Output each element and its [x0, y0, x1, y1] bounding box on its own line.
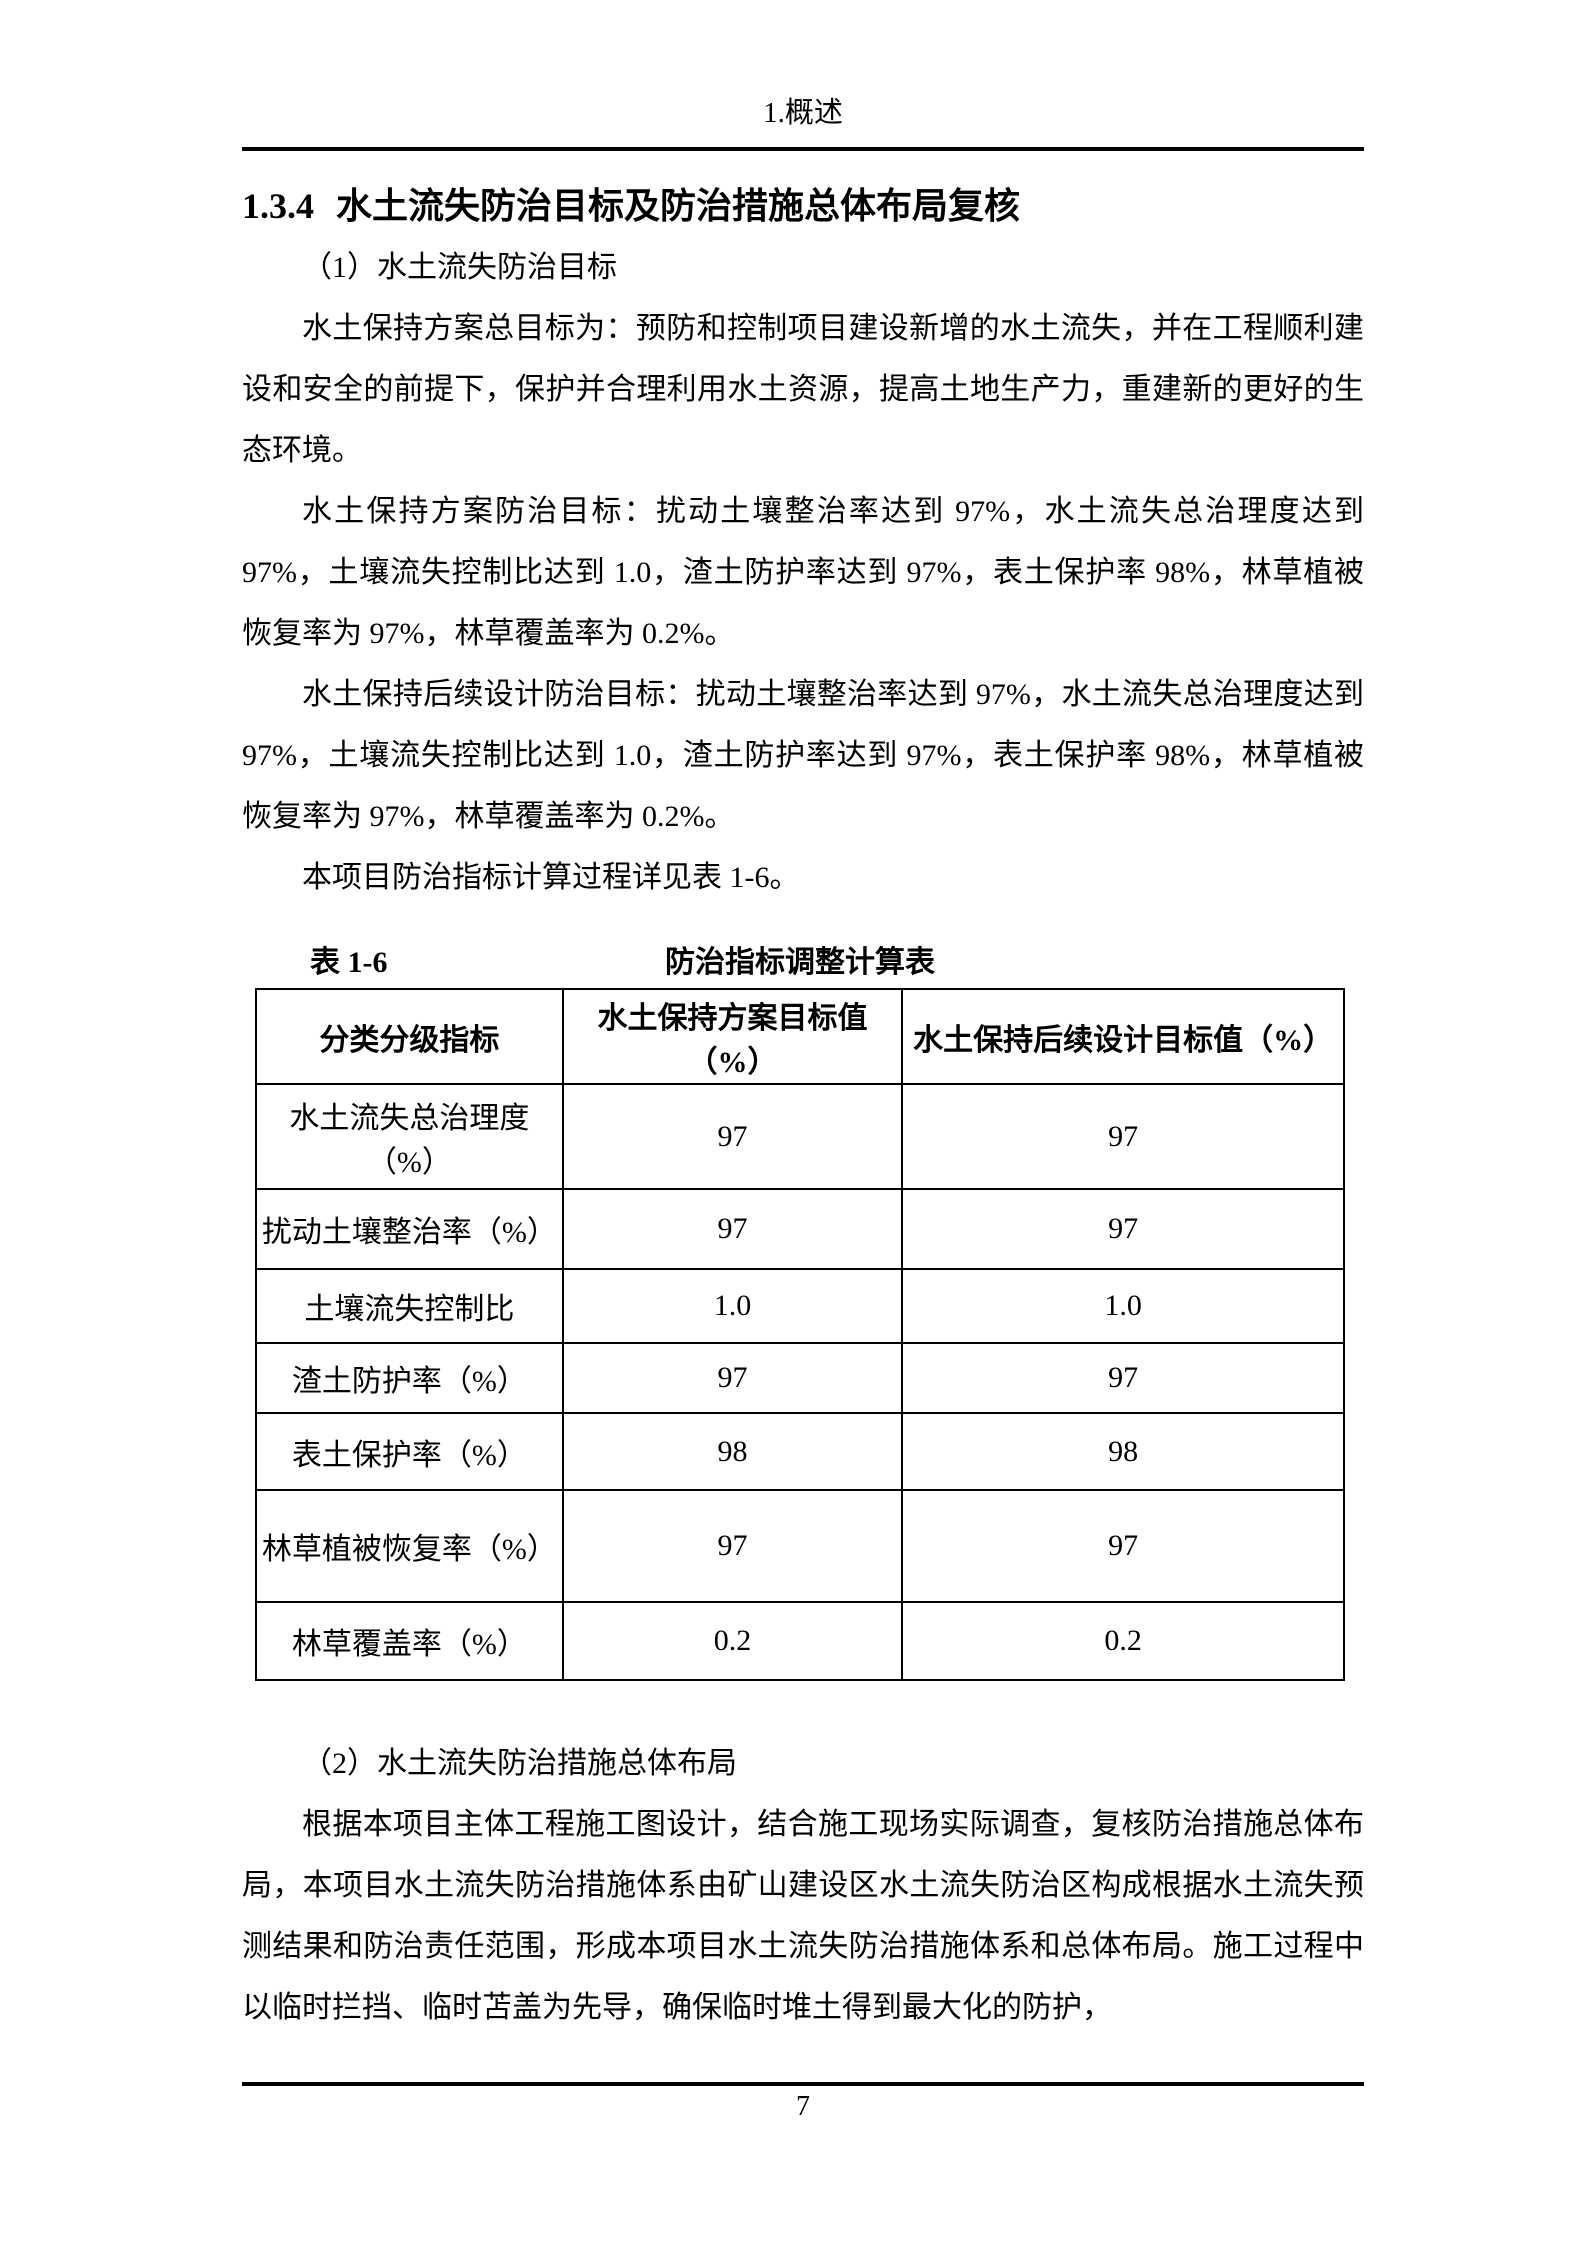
table-header-cell: 水土保持后续设计目标值（%） — [901, 988, 1345, 1085]
table-row: 表土保护率（%） 98 98 — [255, 1412, 1345, 1491]
table-caption: 表 1-6 防治指标调整计算表 — [255, 938, 1345, 988]
table-row: 水土流失总治理度（%） 97 97 — [255, 1083, 1345, 1190]
design-value: 0.2 — [901, 1601, 1345, 1681]
design-value: 97 — [901, 1188, 1345, 1270]
section-title: 水土流失防治目标及防治措施总体布局复核 — [336, 186, 1021, 226]
row-label: 扰动土壤整治率（%） — [255, 1188, 564, 1270]
section-number: 1.3.4 — [242, 186, 314, 226]
row-label: 水土流失总治理度（%） — [255, 1083, 564, 1190]
design-value: 1.0 — [901, 1268, 1345, 1344]
design-value: 97 — [901, 1083, 1345, 1190]
running-header: 1.概述 — [242, 0, 1364, 151]
plan-value: 97 — [561, 1489, 904, 1603]
table-row: 林草覆盖率（%） 0.2 0.2 — [255, 1601, 1345, 1681]
plan-value: 0.2 — [561, 1601, 904, 1681]
paragraph-layout: 根据本项目主体工程施工图设计，结合施工现场实际调查，复核防治措施总体布局，本项目… — [242, 1808, 1364, 2024]
plan-value: 97 — [561, 1083, 904, 1190]
design-value: 97 — [901, 1342, 1345, 1414]
plan-value: 1.0 — [561, 1268, 904, 1344]
row-label: 林草植被恢复率（%） — [255, 1489, 564, 1603]
subheading-2: （2）水土流失防治措施总体布局 — [302, 1747, 737, 1780]
row-label: 渣土防护率（%） — [255, 1342, 564, 1414]
design-value: 98 — [901, 1412, 1345, 1491]
page-footer: 7 — [242, 2082, 1364, 2128]
table-row: 渣土防护率（%） 97 97 — [255, 1342, 1345, 1414]
row-label: 林草覆盖率（%） — [255, 1601, 564, 1681]
table-header-row: 分类分级指标 水土保持方案目标值（%） 水土保持后续设计目标值（%） — [255, 988, 1345, 1085]
table-header-cell: 分类分级指标 — [255, 988, 564, 1085]
table-row: 土壤流失控制比 1.0 1.0 — [255, 1268, 1345, 1344]
table-header-cell: 水土保持方案目标值（%） — [561, 988, 904, 1085]
row-label: 表土保护率（%） — [255, 1412, 564, 1491]
section-heading: 1.3.4 水土流失防治目标及防治措施总体布局复核 — [242, 175, 1364, 237]
row-label: 土壤流失控制比 — [255, 1268, 564, 1344]
page-number: 7 — [796, 2091, 810, 2122]
paragraph-goal-overall: 水土保持方案总目标为：预防和控制项目建设新增的水土流失，并在工程顺利建设和安全的… — [242, 312, 1364, 467]
paragraph-table-ref: 本项目防治指标计算过程详见表 1-6。 — [302, 861, 800, 894]
table-caption-label: 表 1-6 — [310, 946, 388, 979]
page-content: 1.概述 1.3.4 水土流失防治目标及防治措施总体布局复核 （1）水土流失防治目… — [242, 0, 1364, 2038]
plan-value: 98 — [561, 1412, 904, 1491]
plan-value: 97 — [561, 1342, 904, 1414]
running-header-text: 1.概述 — [763, 97, 843, 129]
body-text: （1）水土流失防治目标 水土保持方案总目标为：预防和控制项目建设新增的水土流失，… — [242, 237, 1364, 908]
table-caption-title: 防治指标调整计算表 — [665, 946, 935, 979]
design-value: 97 — [901, 1489, 1345, 1603]
table-row: 扰动土壤整治率（%） 97 97 — [255, 1188, 1345, 1270]
body-text-after-table: （2）水土流失防治措施总体布局 根据本项目主体工程施工图设计，结合施工现场实际调… — [242, 1733, 1364, 2038]
subheading-1: （1）水土流失防治目标 — [302, 251, 617, 284]
paragraph-goal-plan: 水土保持方案防治目标：扰动土壤整治率达到 97%，水土流失总治理度达到 97%，… — [242, 495, 1364, 650]
plan-value: 97 — [561, 1188, 904, 1270]
indicator-table: 分类分级指标 水土保持方案目标值（%） 水土保持后续设计目标值（%） 水土流失总… — [255, 988, 1345, 1681]
paragraph-goal-design: 水土保持后续设计防治目标：扰动土壤整治率达到 97%，水土流失总治理度达到 97… — [242, 678, 1364, 833]
table-row: 林草植被恢复率（%） 97 97 — [255, 1489, 1345, 1603]
